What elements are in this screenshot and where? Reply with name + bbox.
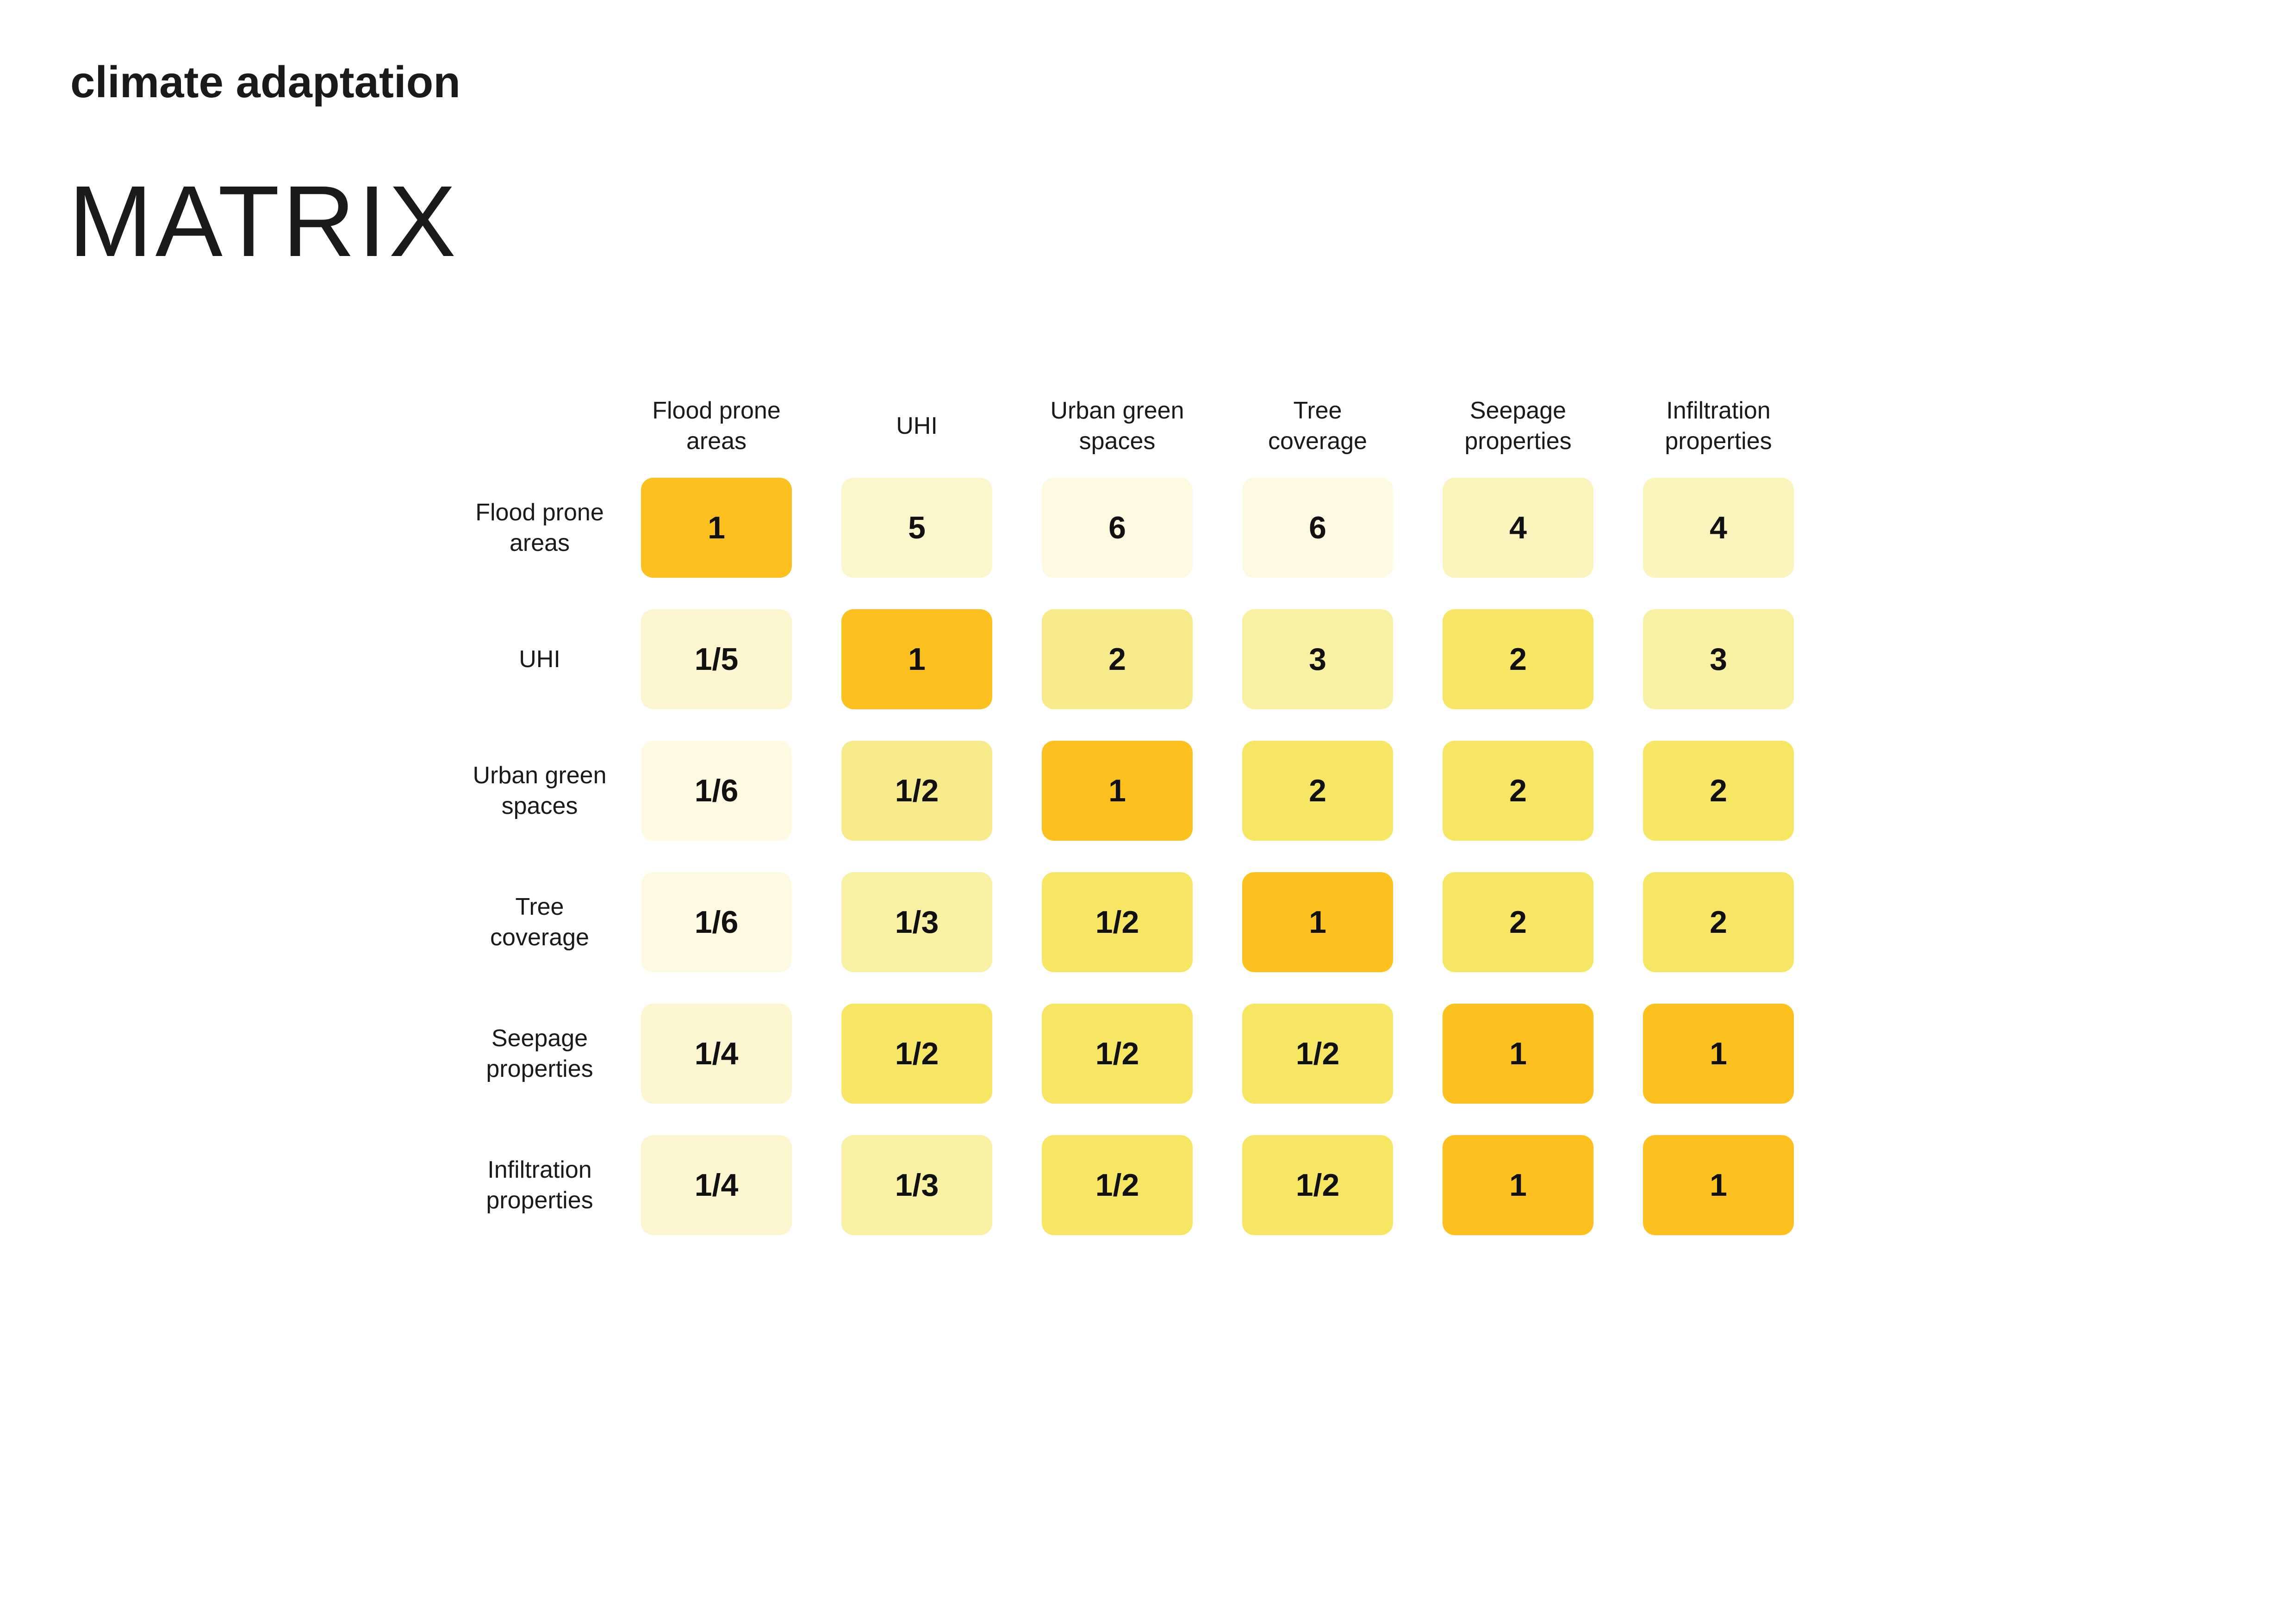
matrix-cell: 1/2 bbox=[1042, 1135, 1193, 1235]
matrix-cell: 5 bbox=[841, 478, 992, 578]
matrix-cell: 1 bbox=[1643, 1135, 1794, 1235]
matrix-cell: 4 bbox=[1443, 478, 1593, 578]
column-header: Flood prone areas bbox=[652, 397, 781, 455]
matrix-cell: 1/2 bbox=[841, 741, 992, 841]
matrix-cell: 2 bbox=[1443, 872, 1593, 972]
matrix-cell: 1/6 bbox=[641, 741, 792, 841]
row-header: Flood prone areas bbox=[475, 499, 604, 556]
matrix-cell: 2 bbox=[1643, 872, 1794, 972]
matrix-cell: 2 bbox=[1443, 741, 1593, 841]
row-header: Urban green spaces bbox=[473, 762, 607, 819]
matrix-cell: 1/2 bbox=[841, 1004, 992, 1104]
matrix-cell: 1 bbox=[1443, 1135, 1593, 1235]
column-header: Urban green spaces bbox=[1050, 397, 1184, 455]
matrix-cell: 2 bbox=[1643, 741, 1794, 841]
matrix-cell: 4 bbox=[1643, 478, 1794, 578]
matrix-cell: 1/5 bbox=[641, 609, 792, 709]
matrix-cell: 6 bbox=[1242, 478, 1393, 578]
matrix-cell: 2 bbox=[1042, 609, 1193, 709]
matrix-cell: 2 bbox=[1443, 609, 1593, 709]
matrix-cell: 1 bbox=[1643, 1004, 1794, 1104]
matrix-cell: 3 bbox=[1643, 609, 1794, 709]
matrix-cell: 1 bbox=[841, 609, 992, 709]
matrix-cell: 1/4 bbox=[641, 1004, 792, 1104]
page-title: MATRIX bbox=[68, 165, 459, 278]
row-header: Infiltration properties bbox=[486, 1156, 593, 1214]
row-header: Tree coverage bbox=[490, 893, 589, 951]
matrix-cell: 1 bbox=[641, 478, 792, 578]
matrix-cell: 1/6 bbox=[641, 872, 792, 972]
matrix-cell: 3 bbox=[1242, 609, 1393, 709]
matrix-cell: 1/2 bbox=[1242, 1004, 1393, 1104]
matrix-cell: 1 bbox=[1443, 1004, 1593, 1104]
matrix-cell: 1/2 bbox=[1042, 1004, 1193, 1104]
row-header: Seepage properties bbox=[486, 1024, 593, 1082]
matrix-cell: 1/3 bbox=[841, 1135, 992, 1235]
matrix-cell: 1/3 bbox=[841, 872, 992, 972]
column-header: Infiltration properties bbox=[1665, 397, 1772, 455]
matrix-cell: 1/2 bbox=[1242, 1135, 1393, 1235]
matrix-cell: 2 bbox=[1242, 741, 1393, 841]
matrix-cell: 1 bbox=[1242, 872, 1393, 972]
column-header: Tree coverage bbox=[1268, 397, 1367, 455]
matrix-cell: 1 bbox=[1042, 741, 1193, 841]
matrix-cell: 6 bbox=[1042, 478, 1193, 578]
column-header: Seepage properties bbox=[1464, 397, 1572, 455]
page-subtitle: climate adaptation bbox=[70, 57, 460, 107]
matrix-cell: 1/4 bbox=[641, 1135, 792, 1235]
row-header: UHI bbox=[519, 645, 560, 673]
matrix-cell: 1/2 bbox=[1042, 872, 1193, 972]
column-header: UHI bbox=[896, 412, 938, 439]
